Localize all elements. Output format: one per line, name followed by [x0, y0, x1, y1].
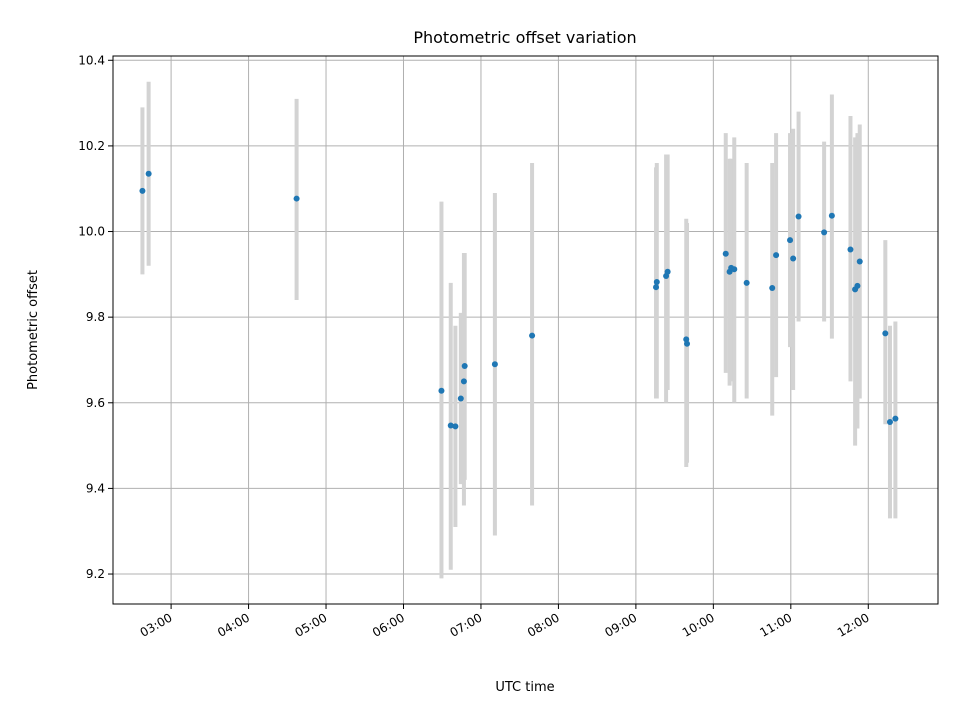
data-point: [447, 422, 454, 429]
data-point: [491, 361, 498, 368]
data-point: [892, 415, 899, 422]
y-tick-label: 9.2: [86, 567, 105, 581]
y-tick-label: 10.4: [78, 53, 105, 67]
plot-frame: [112, 55, 939, 605]
data-point: [438, 387, 445, 394]
data-points: [139, 170, 899, 430]
data-point: [787, 237, 794, 244]
data-point: [722, 250, 729, 257]
data-point: [847, 246, 854, 253]
data-point: [773, 252, 780, 259]
data-point: [293, 195, 300, 202]
data-point: [684, 340, 691, 347]
data-point: [664, 268, 671, 275]
data-point: [731, 266, 738, 273]
data-point: [653, 284, 660, 291]
data-point: [886, 419, 893, 426]
y-axis-label: Photometric offset: [26, 270, 41, 390]
y-axis-ticks: 9.2 9.4 9.6 9.8 10.0 10.2 10.4: [78, 53, 113, 581]
data-point: [821, 229, 828, 236]
data-point: [743, 279, 750, 286]
data-point: [856, 258, 863, 265]
data-point: [854, 282, 861, 289]
data-point: [790, 255, 797, 262]
y-tick-label: 10.2: [78, 139, 105, 153]
y-tick-label: 10.0: [78, 225, 105, 239]
y-tick-label: 9.8: [86, 310, 105, 324]
data-point: [461, 362, 468, 369]
data-point: [452, 423, 459, 430]
data-point: [653, 279, 660, 286]
chart-title: Photometric offset variation: [413, 28, 636, 47]
y-tick-label: 9.4: [86, 481, 105, 495]
data-point: [145, 170, 152, 177]
data-point: [882, 330, 889, 337]
x-axis-label: UTC time: [495, 680, 554, 695]
data-point: [139, 187, 146, 194]
data-point: [460, 378, 467, 385]
data-point: [769, 285, 776, 292]
data-point: [828, 212, 835, 219]
y-tick-label: 9.6: [86, 396, 105, 410]
data-point: [795, 213, 802, 220]
data-point: [457, 395, 464, 402]
data-point: [529, 332, 536, 339]
